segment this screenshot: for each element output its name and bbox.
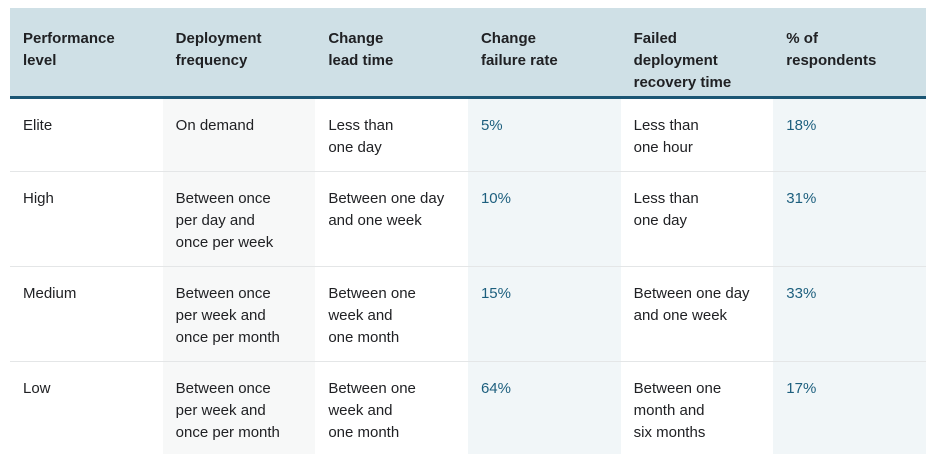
cell-failed-deployment-recovery-time: Less than one hour [620, 97, 774, 171]
cell-failed-deployment-recovery-time: Between one month and six months [620, 360, 774, 454]
table-row-medium: Medium Between once per week and once pe… [10, 265, 926, 361]
column-header-change-failure-rate: Change failure rate [467, 8, 621, 99]
cell-change-lead-time: Between one day and one week [315, 170, 468, 266]
header-row: Performance level Deployment frequency C… [10, 8, 926, 99]
cell-change-failure-rate: 5% [467, 97, 621, 171]
cell-change-lead-time: Between one week and one month [315, 265, 468, 361]
cell-deployment-frequency: Between once per week and once per month [162, 360, 316, 454]
dora-performance-table: Performance level Deployment frequency C… [10, 8, 926, 454]
cell-performance-level: High [10, 170, 163, 266]
table-row-high: High Between once per day and once per w… [10, 170, 926, 266]
cell-deployment-frequency: On demand [162, 97, 316, 171]
cell-percent-of-respondents: 33% [773, 265, 926, 361]
column-header-deployment-frequency: Deployment frequency [162, 8, 316, 99]
cell-change-lead-time: Between one week and one month [315, 360, 468, 454]
cell-change-lead-time: Less than one day [315, 97, 468, 171]
cell-failed-deployment-recovery-time: Between one day and one week [620, 265, 774, 361]
column-header-failed-deployment-recovery-time: Failed deployment recovery time [620, 8, 774, 99]
cell-percent-of-respondents: 31% [773, 170, 926, 266]
cell-percent-of-respondents: 17% [773, 360, 926, 454]
cell-change-failure-rate: 15% [467, 265, 621, 361]
table-row-low: Low Between once per week and once per m… [10, 360, 926, 454]
cell-performance-level: Medium [10, 265, 163, 361]
cell-performance-level: Low [10, 360, 163, 454]
table-row-elite: Elite On demand Less than one day 5% Les… [10, 97, 926, 171]
column-header-change-lead-time: Change lead time [315, 8, 468, 99]
cell-deployment-frequency: Between once per day and once per week [162, 170, 316, 266]
column-header-percent-of-respondents: % of respondents [773, 8, 926, 99]
cell-change-failure-rate: 64% [467, 360, 621, 454]
cell-failed-deployment-recovery-time: Less than one day [620, 170, 774, 266]
cell-deployment-frequency: Between once per week and once per month [162, 265, 316, 361]
cell-percent-of-respondents: 18% [773, 97, 926, 171]
cell-change-failure-rate: 10% [467, 170, 621, 266]
cell-performance-level: Elite [10, 97, 163, 171]
column-header-performance-level: Performance level [10, 8, 163, 99]
